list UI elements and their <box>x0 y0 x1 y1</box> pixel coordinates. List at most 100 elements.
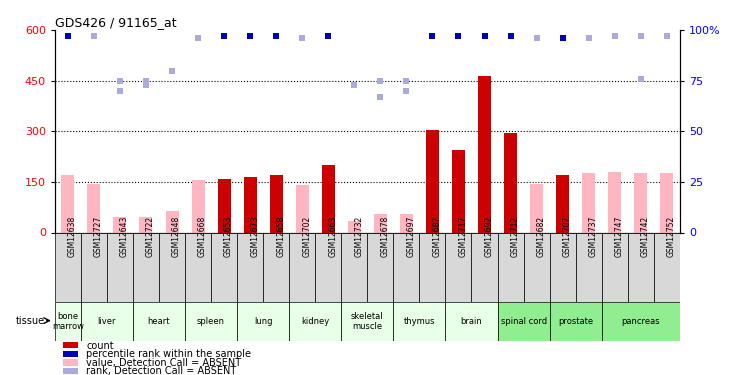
Bar <box>400 214 413 232</box>
Bar <box>140 217 153 232</box>
Text: count: count <box>86 340 114 351</box>
Text: GSM12737: GSM12737 <box>588 215 598 256</box>
Bar <box>582 173 595 232</box>
Bar <box>471 232 498 302</box>
Bar <box>628 232 654 302</box>
Bar <box>341 232 367 302</box>
Bar <box>654 232 680 302</box>
Text: rank, Detection Call = ABSENT: rank, Detection Call = ABSENT <box>86 366 236 375</box>
Text: GSM12678: GSM12678 <box>380 215 390 256</box>
Text: GSM12747: GSM12747 <box>615 215 624 256</box>
Bar <box>556 175 569 232</box>
Text: spleen: spleen <box>197 317 225 326</box>
Text: prostate: prostate <box>558 317 594 326</box>
Bar <box>63 342 78 348</box>
Text: GSM12687: GSM12687 <box>433 215 442 256</box>
Text: GSM12648: GSM12648 <box>172 215 181 256</box>
Bar <box>55 232 81 302</box>
Bar <box>63 351 78 357</box>
Text: GSM12673: GSM12673 <box>250 215 259 256</box>
Bar <box>165 211 178 232</box>
Bar <box>393 302 445 341</box>
Text: GSM12752: GSM12752 <box>667 215 675 256</box>
Bar <box>185 232 211 302</box>
Text: GSM12717: GSM12717 <box>458 215 467 256</box>
Bar <box>243 177 257 232</box>
Bar <box>374 214 387 232</box>
Bar <box>55 302 81 341</box>
Bar <box>63 368 78 374</box>
Bar <box>608 172 621 232</box>
Text: GSM12638: GSM12638 <box>68 215 77 256</box>
Text: GSM12712: GSM12712 <box>510 215 520 256</box>
Text: spinal cord: spinal cord <box>501 317 547 326</box>
Text: GSM12722: GSM12722 <box>146 215 155 256</box>
Text: GSM12702: GSM12702 <box>302 215 311 256</box>
Text: liver: liver <box>98 317 116 326</box>
Text: GSM12658: GSM12658 <box>276 215 285 256</box>
Text: GSM12732: GSM12732 <box>355 215 363 256</box>
Bar <box>504 133 517 232</box>
Bar <box>452 150 465 232</box>
Text: GSM12697: GSM12697 <box>406 215 415 256</box>
Bar <box>270 175 283 232</box>
Bar <box>296 185 308 232</box>
Bar <box>445 232 471 302</box>
Bar <box>322 165 335 232</box>
Bar <box>348 220 361 232</box>
Bar <box>289 232 315 302</box>
Bar <box>113 217 126 232</box>
Text: GSM12668: GSM12668 <box>198 215 207 256</box>
Bar <box>211 232 237 302</box>
Text: GSM12742: GSM12742 <box>641 215 650 256</box>
Bar <box>523 232 550 302</box>
Text: GSM12643: GSM12643 <box>120 215 129 256</box>
Bar <box>367 232 393 302</box>
Text: thymus: thymus <box>404 317 435 326</box>
Bar <box>635 173 647 232</box>
Bar <box>420 232 445 302</box>
Bar <box>575 232 602 302</box>
Bar <box>133 232 159 302</box>
Text: GSM12707: GSM12707 <box>563 215 572 256</box>
Bar <box>445 302 498 341</box>
Bar <box>81 302 133 341</box>
Bar <box>107 232 133 302</box>
Bar <box>289 302 341 341</box>
Text: value, Detection Call = ABSENT: value, Detection Call = ABSENT <box>86 358 241 368</box>
Bar <box>263 232 289 302</box>
Bar <box>602 232 628 302</box>
Bar <box>660 173 673 232</box>
Text: GSM12682: GSM12682 <box>537 215 545 256</box>
Text: skeletal
muscle: skeletal muscle <box>351 312 384 331</box>
Bar <box>159 232 185 302</box>
Bar <box>393 232 420 302</box>
Bar <box>88 184 100 232</box>
Text: pancreas: pancreas <box>621 317 660 326</box>
Text: GDS426 / 91165_at: GDS426 / 91165_at <box>55 16 176 29</box>
Bar <box>61 175 75 232</box>
Bar <box>530 184 543 232</box>
Bar <box>192 180 205 232</box>
Bar <box>185 302 237 341</box>
Bar <box>602 302 680 341</box>
Text: GSM12653: GSM12653 <box>224 215 233 256</box>
Text: kidney: kidney <box>301 317 330 326</box>
Bar <box>63 360 78 366</box>
Bar <box>218 178 230 232</box>
Bar <box>133 302 185 341</box>
Bar <box>237 302 289 341</box>
Bar <box>498 232 523 302</box>
Bar <box>81 232 107 302</box>
Text: GSM12663: GSM12663 <box>328 215 337 256</box>
Text: heart: heart <box>148 317 170 326</box>
Text: brain: brain <box>461 317 482 326</box>
Text: percentile rank within the sample: percentile rank within the sample <box>86 350 251 359</box>
Text: lung: lung <box>254 317 273 326</box>
Bar <box>478 76 491 232</box>
Bar <box>237 232 263 302</box>
Bar <box>498 302 550 341</box>
Text: bone
marrow: bone marrow <box>52 312 84 331</box>
Bar <box>550 232 576 302</box>
Text: tissue: tissue <box>15 316 45 326</box>
